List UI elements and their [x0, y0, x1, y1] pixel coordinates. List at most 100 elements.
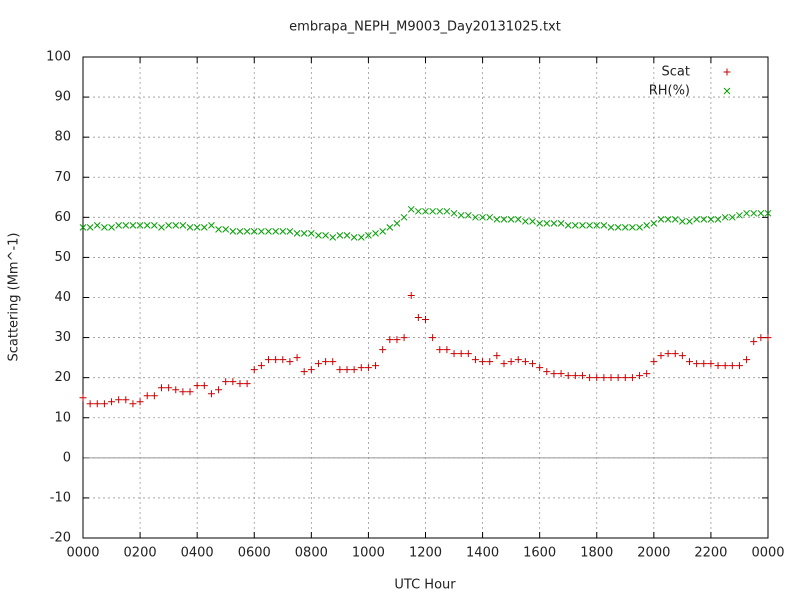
data-point	[415, 207, 422, 215]
data-point	[357, 364, 365, 372]
data-point	[436, 346, 444, 354]
y-tick-label: 10	[54, 410, 71, 425]
data-point	[322, 232, 329, 239]
data-point	[122, 221, 130, 229]
data-point	[472, 213, 479, 221]
data-point	[564, 221, 572, 229]
data-point	[79, 224, 87, 231]
data-point	[222, 226, 230, 233]
data-point	[614, 224, 622, 231]
data-point	[329, 234, 337, 241]
data-point	[157, 384, 165, 392]
data-point	[743, 356, 751, 364]
data-point	[179, 388, 187, 396]
data-point	[586, 374, 594, 382]
data-point	[400, 213, 408, 221]
data-point	[115, 396, 123, 404]
data-point	[293, 354, 301, 362]
y-tick-label: 100	[46, 50, 71, 65]
data-point	[93, 400, 101, 408]
data-point	[628, 374, 636, 382]
data-point	[700, 215, 708, 223]
data-point	[493, 352, 501, 360]
data-point	[151, 221, 158, 229]
data-point	[507, 215, 515, 223]
x-tick-label: 0800	[295, 546, 328, 561]
data-point	[286, 358, 294, 366]
data-point	[186, 388, 194, 396]
data-point	[172, 386, 180, 394]
data-point	[300, 230, 308, 237]
data-point	[165, 384, 173, 392]
data-point	[257, 362, 265, 370]
data-point	[93, 221, 101, 229]
data-point	[650, 358, 658, 366]
data-point	[193, 224, 201, 231]
data-point	[108, 224, 115, 231]
data-point	[743, 209, 750, 217]
data-point	[564, 372, 572, 380]
y-tick-label: 90	[54, 90, 71, 105]
data-point	[693, 360, 701, 368]
data-point	[607, 224, 615, 231]
data-point	[707, 215, 715, 223]
data-point	[207, 390, 215, 398]
data-point	[664, 350, 672, 358]
data-point	[693, 215, 700, 223]
data-point	[450, 350, 458, 358]
data-point	[336, 366, 344, 374]
data-point	[557, 370, 565, 378]
chart-title: embrapa_NEPH_M9003_Day20131025.txt	[289, 20, 561, 35]
x-tick-label: 2000	[637, 546, 670, 561]
y-tick-label: 0	[63, 450, 71, 465]
data-point	[286, 228, 294, 235]
data-point	[464, 350, 472, 358]
data-point	[571, 221, 579, 229]
data-point	[536, 219, 544, 227]
data-point	[393, 336, 401, 344]
data-point	[671, 215, 679, 223]
y-tick-label: 80	[54, 130, 71, 145]
data-point	[550, 219, 558, 227]
data-point	[293, 230, 301, 237]
data-point	[350, 234, 358, 241]
data-point	[143, 221, 151, 229]
y-tick-label: -10	[50, 490, 71, 505]
data-point	[507, 358, 515, 366]
data-point	[578, 372, 586, 380]
data-point	[671, 350, 679, 358]
data-point	[678, 352, 686, 360]
data-point	[593, 374, 601, 382]
data-point	[457, 350, 465, 358]
data-point	[650, 219, 658, 227]
data-point	[272, 228, 280, 235]
data-point	[100, 400, 108, 408]
data-point	[250, 228, 258, 235]
data-point	[200, 382, 208, 390]
legend-marker	[723, 87, 731, 95]
x-tick-label: 1800	[580, 546, 613, 561]
data-point	[215, 226, 222, 233]
data-point	[122, 396, 130, 404]
data-point	[700, 360, 708, 368]
y-tick-label: 60	[54, 210, 71, 225]
x-tick-label: 1000	[352, 546, 385, 561]
data-point	[243, 380, 251, 388]
data-point	[629, 224, 636, 231]
data-point	[86, 224, 94, 231]
data-point	[407, 291, 415, 299]
data-point	[79, 394, 87, 402]
data-point	[229, 228, 237, 235]
data-point	[229, 378, 237, 386]
data-point	[422, 316, 429, 324]
data-point	[379, 346, 387, 354]
data-point	[193, 382, 201, 390]
data-point	[593, 221, 601, 229]
data-point	[215, 386, 223, 394]
data-point	[429, 207, 436, 215]
data-point	[322, 358, 330, 366]
data-point	[621, 224, 629, 231]
data-point	[101, 224, 108, 231]
data-point	[636, 224, 643, 231]
data-point	[522, 217, 529, 225]
